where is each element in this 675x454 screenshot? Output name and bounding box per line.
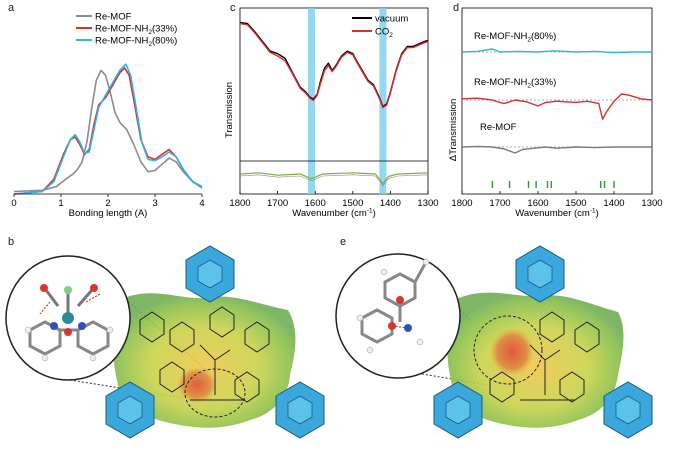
panel-e-structure [335, 245, 653, 439]
tick-label: 1800 [451, 198, 472, 209]
panel-a-letter: a [8, 2, 15, 14]
panel-d-series-lines [461, 48, 653, 154]
panel-a-chart: 0 1 2 3 4 Bonding length (A) Re-MOF Re-MOF-N… [11, 12, 204, 220]
series-re-mof [13, 69, 203, 193]
panel-d-label-nh2-80: Re-MOF-NH2(80%) [474, 31, 556, 44]
electrostatic-surface-e [447, 292, 624, 428]
legend-label-co2: CO2 [375, 27, 393, 40]
panel-a-ticks: 0 1 2 3 4 [11, 194, 205, 209]
series-vacuum [239, 21, 429, 108]
panel-c-series-lines [239, 21, 429, 187]
tick-label: 1600 [305, 198, 326, 209]
legend-label-vacuum: vacuum [375, 14, 408, 25]
tick-label: 2 [105, 198, 110, 209]
tick-label: 1700 [267, 198, 288, 209]
panel-c-highlight-bands [307, 8, 387, 194]
panel-d-xlabel: Wavenumber (cm-1) [515, 208, 599, 220]
panel-a-series-lines [13, 63, 203, 195]
panel-b-structure [5, 245, 325, 439]
panel-c-letter: c [230, 2, 236, 14]
panel-c-chart: 1800 1700 1600 1500 1400 1300 Transmission Wa… [224, 7, 439, 220]
cluster-top-e [515, 245, 565, 303]
panel-c-frame [239, 7, 429, 195]
zoom-connector-bottom [69, 379, 197, 401]
hotspot-surface [177, 367, 217, 403]
tick-label: 1500 [565, 198, 586, 209]
series-re-mof-nh2-33 [461, 93, 653, 120]
zoom-molecule-e [356, 258, 430, 354]
panel-d-ylabel: ΔTransmission [448, 99, 459, 161]
framework-wireframe-e [489, 311, 600, 403]
dashed-pocket-e [473, 315, 543, 385]
zoom-circle-e [335, 253, 461, 379]
tick-label: 1600 [527, 198, 548, 209]
panel-b-letter: b [8, 236, 15, 248]
cluster-bottom-left-e [433, 381, 483, 439]
tick-label: 1500 [342, 198, 363, 209]
framework-wireframe [139, 306, 270, 403]
panel-c-ticks: 1800 1700 1600 1500 1400 1300 [229, 191, 439, 209]
series-re-mof-nh2-80 [13, 63, 203, 195]
legend-label-nh2-33: Re-MOF-NH2(33%) [95, 24, 177, 37]
legend-label-nh2-80: Re-MOF-NH2(80%) [95, 36, 177, 49]
series-re-mof [461, 145, 652, 154]
tick-label: 0 [11, 198, 16, 209]
tick-label: 1800 [229, 198, 250, 209]
series-re-mof-nh2-80 [461, 48, 652, 54]
tick-label: 1300 [641, 198, 662, 209]
panel-d-letter: d [453, 2, 460, 14]
highlight-band [379, 8, 387, 194]
panel-c-ylabel: Transmission [224, 82, 235, 138]
difference-trace-shadow [239, 174, 429, 187]
panel-d-label-nh2-33: Re-MOF-NH2(33%) [474, 77, 556, 90]
tick-label: 1400 [603, 198, 624, 209]
tick-label: 3 [152, 198, 157, 209]
panel-c-xlabel: Wavenumber (cm-1) [292, 208, 376, 220]
cluster-top [185, 245, 235, 303]
series-co2 [239, 22, 429, 109]
panel-d-label-re-mof: Re-MOF [480, 122, 517, 133]
tick-label: 1400 [380, 198, 401, 209]
tick-label: 4 [199, 198, 204, 209]
panel-a-xlabel: Bonding length (A) [69, 208, 148, 219]
panel-d-ticks: 1800 1700 1600 1500 1400 1300 [451, 191, 663, 209]
cluster-bottom-left [105, 381, 155, 439]
zoom-molecule-b [24, 284, 114, 362]
panel-e-letter: e [340, 236, 347, 248]
hotspot-surface-e [490, 328, 534, 376]
legend-label-re-mof: Re-MOF [95, 12, 132, 23]
tick-label: 1300 [417, 198, 438, 209]
panel-d-frame [461, 7, 653, 195]
panel-c-legend: vacuum CO2 [352, 14, 408, 40]
panel-d-chart: 1800 1700 1600 1500 1400 1300 ΔTransmission W… [448, 7, 663, 220]
highlight-band [307, 8, 315, 194]
panel-a-legend: Re-MOF Re-MOF-NH2(33%) Re-MOF-NH2(80%) [76, 12, 177, 49]
cluster-bottom-right [275, 381, 325, 439]
cluster-bottom-right-e [603, 381, 653, 439]
panel-d-reference-sticks [491, 181, 615, 188]
difference-trace [239, 172, 429, 185]
tick-label: 1 [58, 198, 63, 209]
tick-label: 1700 [489, 198, 510, 209]
